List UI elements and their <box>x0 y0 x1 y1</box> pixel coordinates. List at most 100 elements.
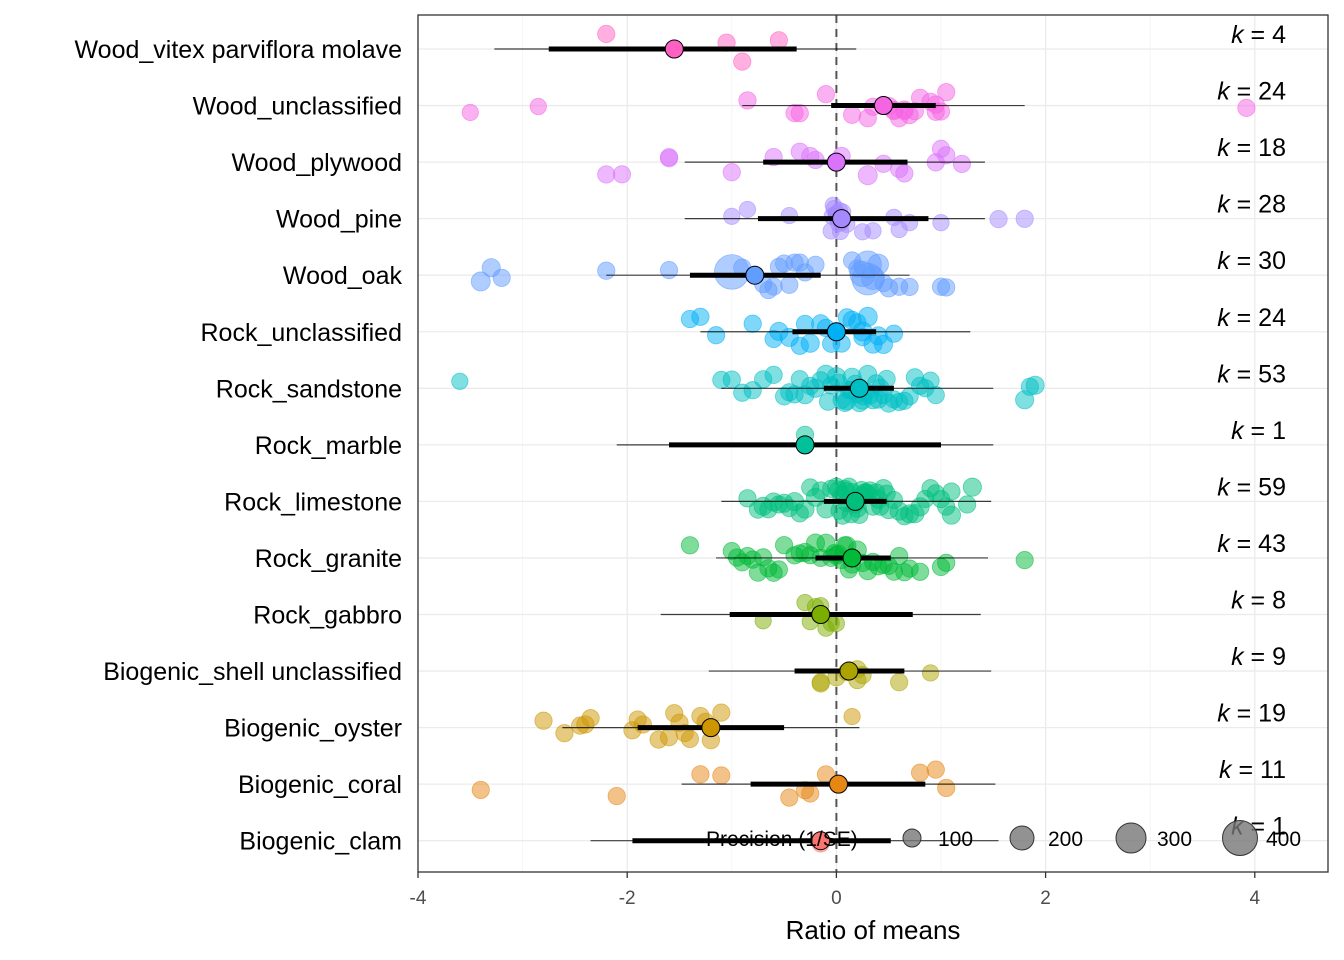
k-label: k = 1 <box>1231 417 1286 445</box>
category-label: Rock_sandstone <box>216 375 402 403</box>
category-label: Rock_unclassified <box>201 319 403 347</box>
x-tick-label: 2 <box>1040 888 1051 909</box>
effect-point <box>843 251 862 270</box>
category-label: Wood_unclassified <box>193 93 402 121</box>
effect-point <box>738 489 757 508</box>
effect-point <box>921 664 940 682</box>
category-label: Biogenic_shell unclassified <box>103 658 402 686</box>
pooled-estimate <box>811 831 831 851</box>
category-label: Biogenic_oyster <box>224 715 402 743</box>
effect-point <box>877 369 896 388</box>
k-label: k = 30 <box>1217 247 1286 275</box>
effect-point <box>597 261 616 280</box>
k-label: k = 24 <box>1217 304 1286 332</box>
effect-point <box>796 594 814 612</box>
effect-point <box>952 154 971 173</box>
effect-point <box>937 553 956 572</box>
effect-point <box>937 278 956 297</box>
effect-point <box>555 724 574 743</box>
effect-point <box>659 148 679 167</box>
pooled-estimate <box>839 661 859 681</box>
pooled-estimate <box>842 548 862 568</box>
effect-point <box>691 765 710 784</box>
k-label: k = 43 <box>1217 530 1286 558</box>
category-label: Rock_gabbro <box>253 602 402 630</box>
effect-point <box>581 709 600 728</box>
effect-point <box>712 703 731 722</box>
effect-point <box>895 563 914 582</box>
effect-point <box>937 778 956 798</box>
pooled-estimate <box>826 322 846 342</box>
effect-point <box>790 504 809 523</box>
effect-point <box>890 673 909 692</box>
x-tick-label: -2 <box>619 888 636 909</box>
effect-point <box>470 271 491 292</box>
effect-point <box>759 281 778 300</box>
effect-point <box>748 563 768 582</box>
effect-point <box>895 164 914 183</box>
k-label: k = 18 <box>1217 134 1286 162</box>
effect-point <box>910 763 930 782</box>
x-axis-title: Ratio of means <box>786 915 961 945</box>
effect-point <box>827 614 845 633</box>
effect-point <box>597 165 616 184</box>
effect-point <box>900 277 919 296</box>
effect-point <box>926 484 945 503</box>
k-label: k = 28 <box>1217 191 1286 219</box>
x-tick-label: -4 <box>410 888 427 909</box>
category-label: Wood_pine <box>276 206 402 234</box>
effect-point <box>843 707 861 726</box>
pooled-estimate <box>826 152 846 172</box>
k-label: k = 4 <box>1231 21 1286 49</box>
effect-point <box>534 711 553 730</box>
legend-size-label: 200 <box>1048 828 1083 851</box>
effect-point <box>1020 377 1039 396</box>
category-label: Wood_plywood <box>232 149 402 177</box>
effect-point <box>680 536 700 555</box>
legend-title: Precision (1/SE) <box>706 828 858 851</box>
category-label: Biogenic_coral <box>238 771 402 799</box>
k-label: k = 24 <box>1217 78 1286 106</box>
k-label: k = 53 <box>1217 360 1286 388</box>
effect-point <box>884 491 903 510</box>
effect-point <box>926 760 945 779</box>
effect-point <box>529 97 547 116</box>
pooled-estimate <box>701 718 721 738</box>
effect-point <box>1237 98 1256 117</box>
effect-point <box>659 261 679 280</box>
pooled-estimate <box>873 96 893 116</box>
effect-point <box>790 253 809 272</box>
effect-point <box>895 507 914 526</box>
category-label: Rock_marble <box>255 432 402 460</box>
legend-size-label: 400 <box>1266 828 1301 851</box>
effect-point <box>937 83 956 102</box>
effect-point <box>461 103 479 122</box>
pooled-estimate <box>745 265 765 285</box>
legend-size-circle <box>1009 825 1035 851</box>
pooled-estimate <box>832 209 852 229</box>
k-label: k = 8 <box>1231 587 1286 615</box>
effect-point <box>733 52 752 71</box>
effect-point <box>471 780 490 800</box>
effect-point <box>958 495 977 514</box>
effect-point <box>874 273 893 293</box>
effect-point <box>607 787 626 806</box>
effect-point <box>680 729 700 748</box>
effect-point <box>738 200 757 219</box>
k-label: k = 11 <box>1219 756 1286 784</box>
effect-point <box>733 383 752 402</box>
legend-size-label: 300 <box>1157 828 1192 851</box>
effect-point <box>790 336 809 355</box>
k-label: k = 19 <box>1217 700 1286 728</box>
category-label: Rock_limestone <box>224 488 402 516</box>
pooled-estimate <box>811 605 831 624</box>
effect-point <box>910 562 930 581</box>
effect-point <box>712 766 731 785</box>
effect-point <box>989 210 1008 229</box>
effect-point <box>707 326 726 345</box>
k-label: k = 9 <box>1231 643 1286 671</box>
category-label: Wood_oak <box>283 262 403 290</box>
k-label: k = 59 <box>1217 473 1286 501</box>
effect-point <box>884 324 903 343</box>
